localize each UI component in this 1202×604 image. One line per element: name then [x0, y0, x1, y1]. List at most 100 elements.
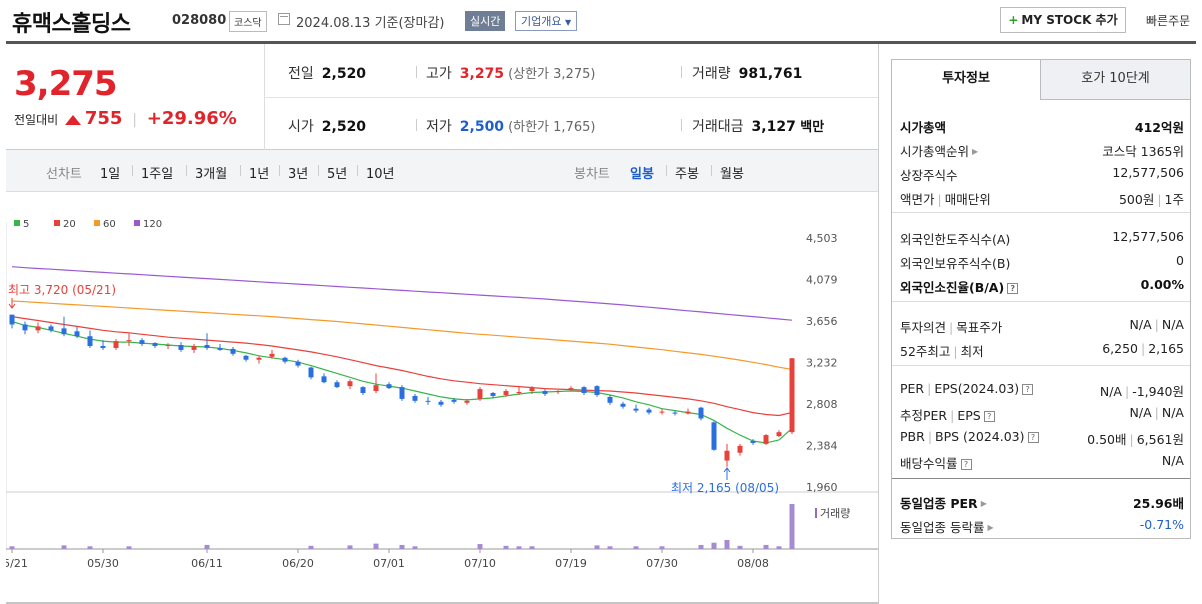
invest-info-label: 상장주식수 [900, 165, 958, 184]
toolbar-separator [240, 165, 241, 176]
invest-info-label-text: 매매단위 [944, 192, 991, 207]
invest-info-value-text: 코스닥 1365위 [1102, 144, 1184, 159]
invest-info-label: 투자의견 | 목표주가 [900, 317, 1002, 336]
toolbar-separator [666, 165, 667, 176]
stock-name: 휴맥스홀딩스 [12, 12, 131, 37]
period-1d[interactable]: 1일 [100, 167, 121, 182]
prev-close-value: 2,520 [321, 66, 367, 82]
help-icon[interactable]: ? [1007, 283, 1019, 294]
invest-info-panel: 투자정보 호가 10단계 시가총액 412억원 시가총액순위 ▶ 코스닥 1365위 상장… [891, 59, 1191, 539]
invest-info-label-text: 외국인소진율(B/A) [900, 280, 1005, 295]
candle-body [750, 440, 756, 443]
panel-tabs: 투자정보 호가 10단계 [892, 60, 1190, 100]
invest-info-value-text: N/A [1161, 405, 1184, 420]
legend-swatch [134, 220, 140, 226]
x-tick-label: 07/19 [555, 557, 587, 570]
stock-code: 028080 [172, 13, 227, 28]
tab-orderbook-10[interactable]: 호가 10단계 [1041, 60, 1190, 100]
invest-info-label[interactable]: 동일업종 PER ▶ [900, 493, 987, 512]
quick-order-menu[interactable]: 빠른주문 [1146, 12, 1190, 29]
invest-info-value-text: N/A [1129, 317, 1152, 332]
volume-bar [594, 545, 600, 549]
candle-body [334, 382, 340, 388]
legend-label: 20 [63, 219, 76, 230]
candle-body [438, 401, 444, 405]
invest-info-value: 12,577,506 [1112, 165, 1184, 180]
mystock-add-button[interactable]: + MY STOCK 추가 [1000, 7, 1126, 33]
prev-close-cell: 전일 2,520 [288, 63, 366, 83]
x-tick-label: 08/08 [737, 557, 769, 570]
volume-bar [776, 546, 782, 549]
invest-info-value-text: 0.50배 [1087, 432, 1127, 447]
invest-info-row: 상장주식수 12,577,506 [900, 165, 1184, 185]
volume-label: 거래량 [820, 507, 850, 520]
invest-info-label[interactable]: 시가총액순위 ▶ [900, 141, 978, 160]
ma60-line [11, 300, 793, 371]
invest-info-label[interactable]: 동일업종 등락률 ▶ [900, 517, 994, 536]
change-value: 755 [84, 108, 123, 129]
invest-info-row: 외국인보유주식수(B) 0 [900, 253, 1184, 273]
realtime-button[interactable]: 실시간 [465, 11, 506, 31]
label-separator: | [949, 320, 954, 335]
candle-body [529, 388, 535, 392]
period-1y[interactable]: 1년 [249, 167, 270, 182]
period-3m[interactable]: 3개월 [195, 167, 228, 182]
period-1w[interactable]: 1주일 [141, 167, 174, 182]
invest-info-label-text: 투자의견 [900, 320, 947, 335]
help-icon[interactable]: ? [983, 411, 995, 422]
invest-info-row: 동일업종 등락률 ▶ -0.71% [900, 517, 1184, 537]
candle-body [607, 396, 613, 403]
candle-daily[interactable]: 일봉 [630, 167, 654, 182]
volume-bar [711, 542, 717, 549]
y-tick-label: 4,503 [806, 232, 838, 245]
invest-info-label: 외국인소진율(B/A)? [900, 277, 1019, 296]
invest-info-label-text: BPS (2024.03) [935, 429, 1025, 444]
invest-info-label-text: EPS(2024.03) [934, 381, 1020, 396]
volume-bar [698, 544, 704, 549]
candle-body [594, 386, 600, 395]
candle-body [776, 432, 782, 437]
candle-monthly[interactable]: 월봉 [720, 167, 744, 182]
help-icon[interactable]: ? [1022, 384, 1034, 395]
mystock-label: MY STOCK 추가 [1021, 13, 1118, 27]
caret-down-icon: ▼ [564, 18, 572, 27]
candle-body [139, 340, 145, 345]
invest-info-label-text: 추정PER [900, 408, 948, 423]
candle-body [620, 403, 626, 407]
candle-body [269, 353, 275, 357]
candle-body [412, 395, 418, 401]
ma120-line [11, 266, 793, 321]
invest-info-row: 동일업종 PER ▶ 25.96배 [900, 493, 1184, 513]
candle-body [516, 392, 522, 394]
candle-body [243, 355, 249, 360]
price-summary: 3,275 전일대비 755 | +29.96% 전일 2,520 고가 3,275… [6, 44, 878, 150]
invest-info-value-text: 500원 [1118, 192, 1155, 207]
invest-info-value: N/A | -1,940원 [1100, 381, 1184, 400]
candle-weekly[interactable]: 주봉 [675, 167, 699, 182]
invest-info-value: 12,577,506 [1112, 229, 1184, 244]
candle-body [295, 361, 301, 366]
help-icon[interactable]: ? [1027, 432, 1039, 443]
invest-info-row: 외국인소진율(B/A)? 0.00% [900, 277, 1184, 297]
header-divider [6, 41, 1196, 44]
candle-body [74, 331, 80, 337]
candle-body [100, 346, 106, 348]
invest-info-row: 외국인한도주식수(A) 12,577,506 [900, 229, 1184, 249]
content-divider [878, 44, 879, 604]
period-10y[interactable]: 10년 [366, 167, 395, 182]
candle-body [9, 314, 15, 325]
period-5y[interactable]: 5년 [327, 167, 348, 182]
invest-info-label: 액면가 | 매매단위 [900, 189, 991, 208]
price-chart: 5 20 60 120 4,503 4,079 3,656 3,232 2,808 2,384 1,… [6, 192, 878, 604]
x-tick-label: 05/21 [6, 557, 28, 570]
period-3y[interactable]: 3년 [288, 167, 309, 182]
high-value: 3,275 [459, 66, 505, 82]
candle-body [789, 358, 795, 433]
invest-info-value: 코스닥 1365위 [1102, 141, 1184, 160]
y-tick-label: 3,232 [806, 357, 838, 370]
help-icon[interactable]: ? [960, 459, 972, 470]
tab-invest-info[interactable]: 투자정보 [892, 60, 1041, 100]
company-overview-button[interactable]: 기업개요 ▼ [515, 11, 578, 31]
toolbar-separator [318, 165, 319, 176]
invest-info-row: 투자의견 | 목표주가 N/A | N/A [900, 317, 1184, 337]
